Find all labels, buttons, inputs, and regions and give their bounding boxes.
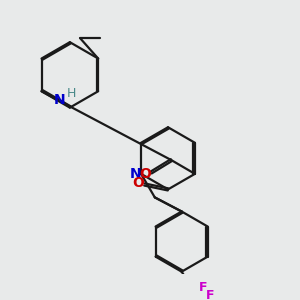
Text: F: F <box>191 299 200 300</box>
Text: O: O <box>139 167 151 181</box>
Text: N: N <box>129 167 141 181</box>
Text: F: F <box>199 281 208 294</box>
Text: O: O <box>133 176 145 190</box>
Text: H: H <box>66 87 76 100</box>
Text: N: N <box>54 93 66 107</box>
Text: F: F <box>206 289 215 300</box>
